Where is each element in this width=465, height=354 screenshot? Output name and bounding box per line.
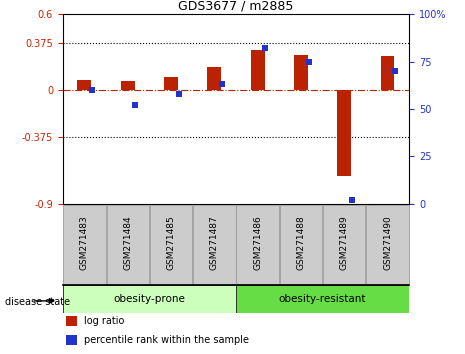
Bar (381, 56, 394, 90)
FancyBboxPatch shape (63, 205, 106, 284)
Bar (337, 90, 351, 176)
Bar (164, 77, 178, 90)
Bar (66, 335, 77, 345)
Text: GSM271484: GSM271484 (123, 215, 132, 270)
Bar (207, 67, 221, 90)
Text: GSM271486: GSM271486 (253, 215, 262, 270)
FancyBboxPatch shape (106, 205, 149, 284)
Bar (294, 55, 308, 90)
Text: disease state: disease state (5, 297, 70, 307)
Bar (78, 80, 91, 90)
Text: GSM271490: GSM271490 (383, 215, 392, 270)
Text: GSM271483: GSM271483 (80, 215, 89, 270)
Bar (236, 285, 409, 313)
Text: percentile rank within the sample: percentile rank within the sample (84, 335, 249, 345)
FancyBboxPatch shape (193, 205, 236, 284)
Bar (63, 285, 236, 313)
Bar (251, 50, 265, 90)
FancyBboxPatch shape (150, 205, 192, 284)
Bar (66, 316, 77, 326)
FancyBboxPatch shape (323, 205, 365, 284)
Text: GSM271485: GSM271485 (166, 215, 175, 270)
FancyBboxPatch shape (280, 205, 322, 284)
Text: log ratio: log ratio (84, 316, 125, 326)
FancyBboxPatch shape (236, 205, 279, 284)
Text: GSM271487: GSM271487 (210, 215, 219, 270)
FancyBboxPatch shape (366, 205, 409, 284)
Text: GSM271489: GSM271489 (340, 215, 349, 270)
Bar (121, 81, 135, 90)
Text: obesity-resistant: obesity-resistant (279, 294, 366, 304)
Text: obesity-prone: obesity-prone (113, 294, 186, 304)
Text: GSM271488: GSM271488 (297, 215, 306, 270)
Title: GDS3677 / m2885: GDS3677 / m2885 (178, 0, 294, 13)
